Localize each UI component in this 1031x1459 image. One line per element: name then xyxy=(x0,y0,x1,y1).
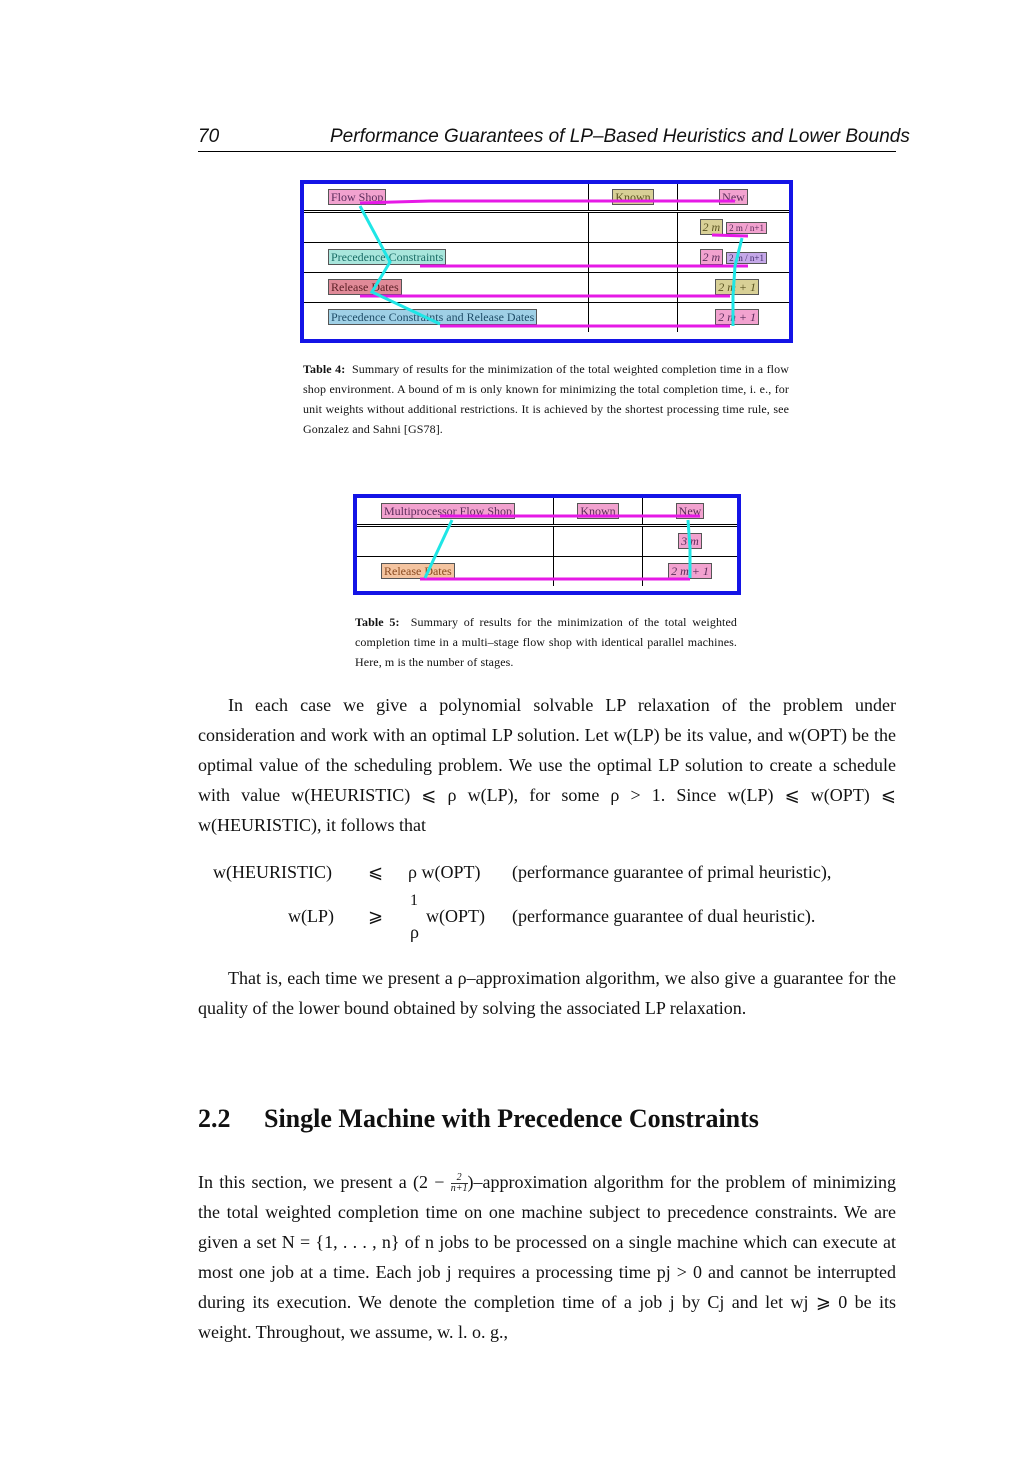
eq1-lhs: w(HEURISTIC) xyxy=(213,862,332,882)
page-number: 70 xyxy=(198,126,220,147)
header-rule xyxy=(198,151,896,152)
table-4-col-known: Known xyxy=(612,188,654,205)
table-4-row-release: Release Dates xyxy=(328,279,402,295)
table-cell xyxy=(588,302,678,332)
eq2-rhs: w(OPT) xyxy=(426,906,485,926)
caption-text: Summary of results for the minimization … xyxy=(303,362,789,436)
table-5-col-known: Known xyxy=(577,502,619,519)
table-row: Precedence Constraints and Release Dates… xyxy=(304,302,790,333)
table-row: Release Dates 2 m + 1 xyxy=(304,272,789,303)
new-bound-fraction: 2 m / n+1 xyxy=(726,252,767,264)
eq2-frac-den: ρ xyxy=(410,922,419,942)
caption-label: Table 4: xyxy=(303,362,346,376)
table-5-row-release: Release Dates xyxy=(381,563,455,579)
eq2-lhs: w(LP) xyxy=(288,906,334,926)
table-4-row-prec-release: Precedence Constraints and Release Dates xyxy=(328,309,538,325)
table-cell xyxy=(553,556,643,586)
table-cell: 2 m + 1 xyxy=(677,272,789,303)
eq2-frac-num: 1 xyxy=(410,892,418,909)
table-cell xyxy=(588,272,678,303)
table-5-header-row: Multiprocessor Flow Shop Known New xyxy=(357,498,737,527)
running-title: Performance Guarantees of LP–Based Heuri… xyxy=(330,126,910,147)
fraction: 2 n+1 xyxy=(450,1172,468,1195)
table-cell: 2 m 2 m / n+1 xyxy=(677,242,789,273)
table-4-caption: Table 4: Summary of results for the mini… xyxy=(303,359,789,439)
fraction-numerator: 2 xyxy=(456,1172,462,1184)
table-4: Flow Shop Known New 2 m 2 m / n+1 Preced… xyxy=(300,180,793,343)
section-title: Single Machine with Precedence Constrain… xyxy=(264,1104,759,1133)
table-row: 3 m xyxy=(357,525,737,557)
table-cell: 2 m + 1 xyxy=(678,303,790,333)
paragraph-3-start: In this section, we present a (2 − xyxy=(198,1172,445,1192)
paragraph-1: In each case we give a polynomial solvab… xyxy=(198,695,896,835)
table-5-col-new: New xyxy=(675,502,705,519)
table-row: Precedence Constraints 2 m 2 m / n+1 xyxy=(304,242,789,273)
paragraph-2: That is, each time we present a ρ–approx… xyxy=(198,968,896,1018)
caption-text: Summary of results for the minimization … xyxy=(355,615,738,669)
eq1-relation: ⩽ xyxy=(368,862,384,882)
new-bound-fraction: 2 m / n+1 xyxy=(726,222,767,234)
new-bound: 2 m xyxy=(699,219,724,235)
paragraph-3-rest: )–approximation algorithm for the proble… xyxy=(198,1172,897,1342)
section-number: 2.2 xyxy=(198,1104,231,1133)
table-cell xyxy=(304,211,589,243)
table-4-row-precedence: Precedence Constraints xyxy=(328,249,447,265)
table-row: Release Dates 2 m + 1 xyxy=(357,556,738,587)
new-bound: 2 m + 1 xyxy=(715,309,759,325)
table-row: 2 m 2 m / n+1 xyxy=(304,211,789,243)
table-cell: 2 m + 1 xyxy=(643,557,738,587)
eq2-relation: ⩾ xyxy=(368,906,384,926)
eq1-note: (performance guarantee of primal heurist… xyxy=(512,862,832,882)
table-5-col-problem: Multiprocessor Flow Shop xyxy=(381,502,516,519)
table-5-caption: Table 5: Summary of results for the mini… xyxy=(355,612,737,672)
fraction-denominator: n+1 xyxy=(450,1183,468,1195)
table-4-col-problem: Flow Shop xyxy=(328,188,387,205)
table-cell: 3 m xyxy=(642,525,737,557)
new-bound: 2 m + 1 xyxy=(715,279,759,295)
new-bound: 2 m xyxy=(699,249,724,265)
table-cell xyxy=(588,211,678,243)
table-5: Multiprocessor Flow Shop Known New 3 m R… xyxy=(353,494,741,595)
table-4-header-row: Flow Shop Known New xyxy=(304,184,789,213)
eq1-rhs: ρ w(OPT) xyxy=(408,862,481,882)
table-4-col-new: New xyxy=(719,188,748,205)
table-cell xyxy=(553,525,643,557)
caption-label: Table 5: xyxy=(355,615,400,629)
table-cell: 2 m 2 m / n+1 xyxy=(677,211,789,243)
table-cell xyxy=(588,242,678,273)
table-cell xyxy=(357,525,554,557)
new-bound: 2 m + 1 xyxy=(668,563,712,579)
new-bound: 3 m xyxy=(678,533,702,549)
paragraph-3: In this section, we present a (2 − 2 n+1… xyxy=(198,1167,896,1347)
eq2-note: (performance guarantee of dual heuristic… xyxy=(512,906,816,926)
